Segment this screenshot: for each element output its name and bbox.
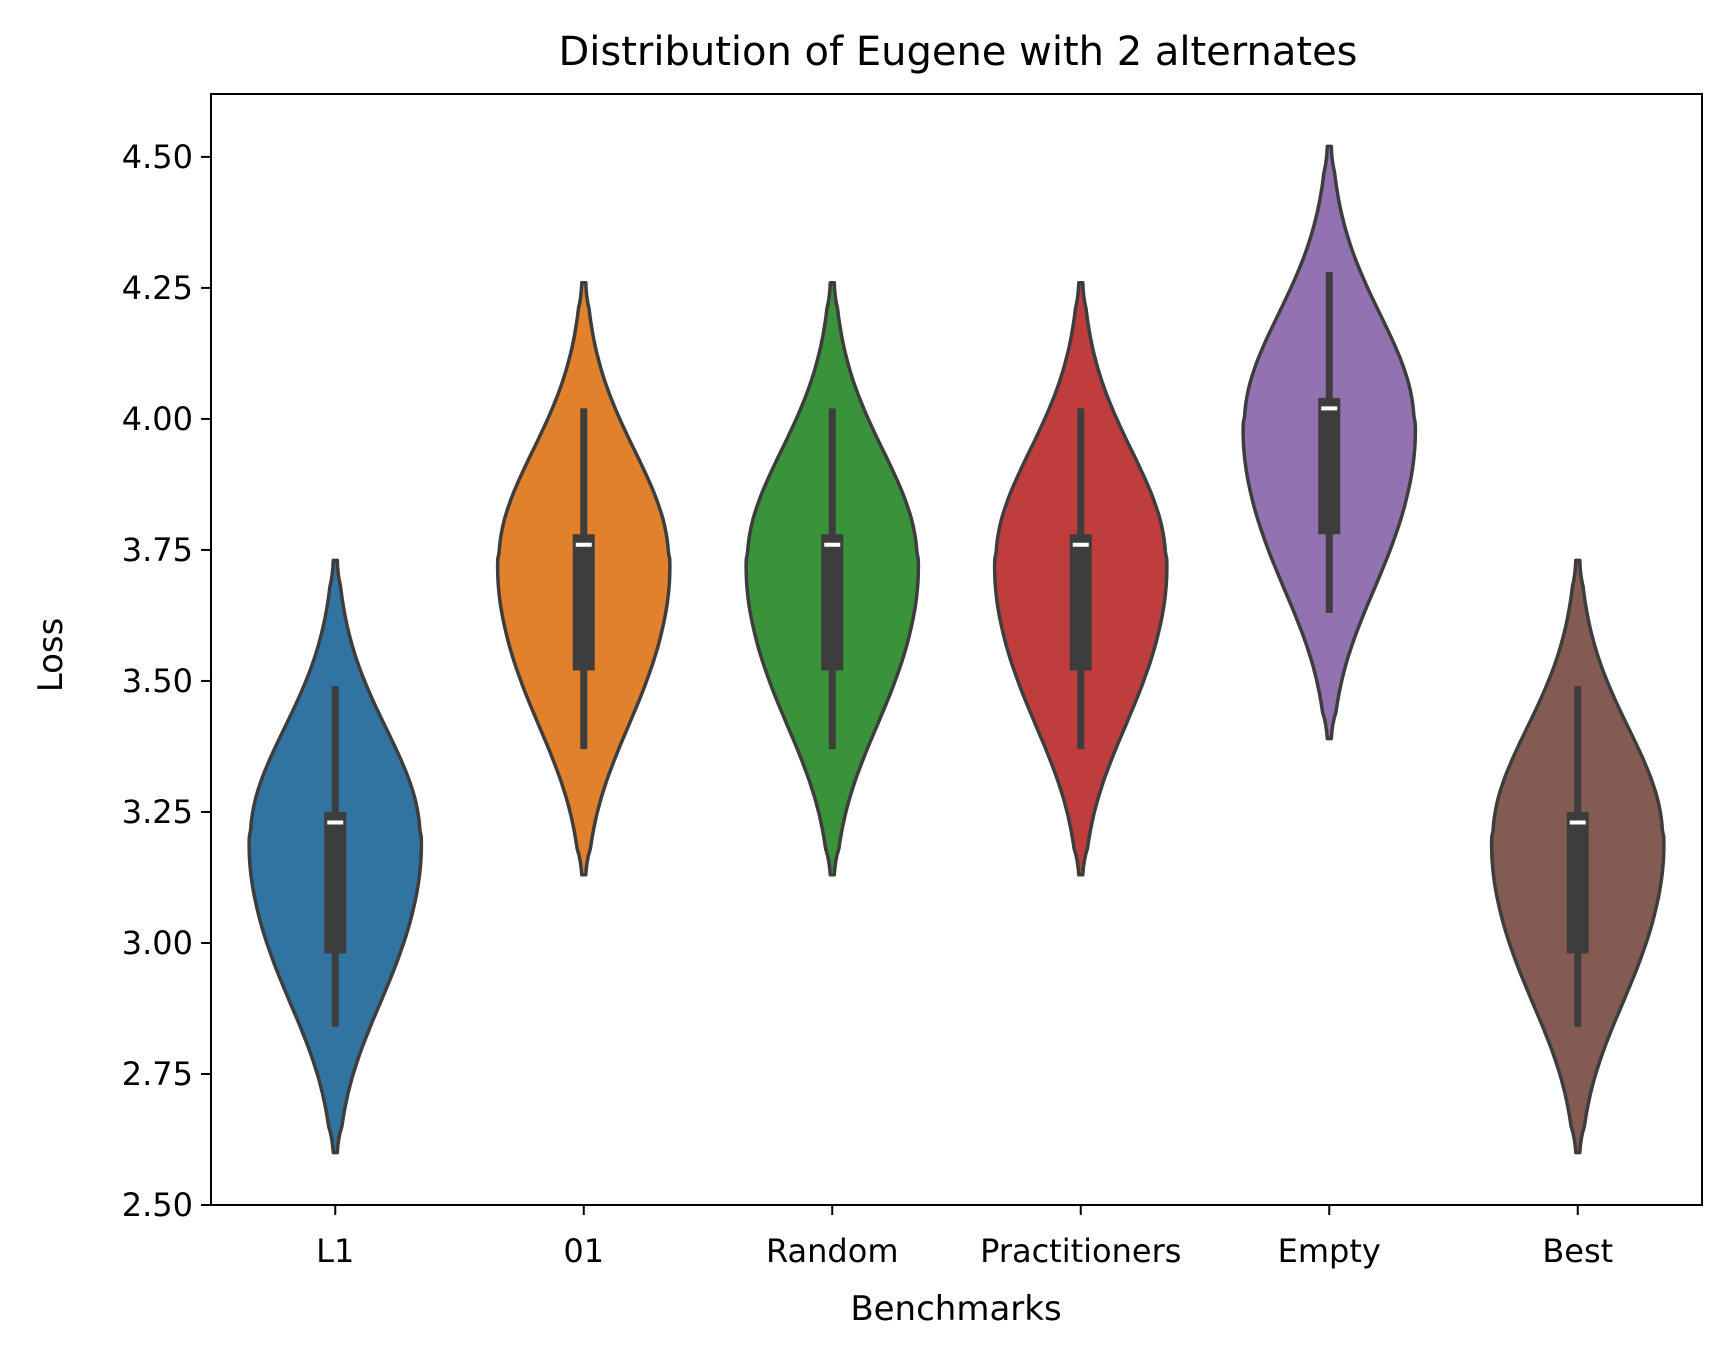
violin-iqr-box	[1566, 811, 1589, 954]
y-tick-label: 3.75	[122, 531, 193, 569]
x-tick-label: Best	[1542, 1232, 1613, 1270]
y-tick-label: 3.50	[122, 662, 193, 700]
violin-iqr-box	[1318, 397, 1341, 535]
plot-frame	[210, 93, 1703, 1206]
x-tick-label: Random	[766, 1232, 898, 1270]
x-tick-label: Practitioners	[980, 1232, 1181, 1270]
y-tick-label: 2.50	[122, 1186, 193, 1224]
y-tick-label: 3.25	[122, 793, 193, 831]
x-tick-label: Empty	[1278, 1232, 1381, 1270]
chart-title: Distribution of Eugene with 2 alternates	[558, 29, 1357, 75]
violin-iqr-box	[324, 811, 347, 954]
violin-best	[1489, 558, 1666, 1155]
violin-iqr-box	[821, 534, 844, 671]
x-tick-label: 01	[563, 1232, 604, 1270]
x-axis-label: Benchmarks	[850, 1289, 1061, 1329]
violin-random	[744, 280, 921, 877]
y-axis-label: Loss	[31, 618, 71, 693]
y-tick-label: 4.25	[122, 269, 193, 307]
x-tick-label: L1	[316, 1232, 354, 1270]
violin-practitioners	[992, 280, 1169, 877]
y-tick-label: 4.00	[122, 400, 193, 438]
x-axis: L1 01 Random Practitioners Empty Best	[316, 1205, 1613, 1270]
violin-01	[495, 280, 672, 877]
y-axis: 2.50 2.75 3.00 3.25 3.50 3.75 4.00 4.25 4.50	[122, 138, 211, 1224]
y-tick-label: 3.00	[122, 924, 193, 962]
violin-empty	[1241, 144, 1418, 741]
violin-iqr-box	[572, 534, 595, 671]
violin-l1	[247, 558, 424, 1155]
violins-layer	[247, 144, 1666, 1155]
y-tick-label: 2.75	[122, 1055, 193, 1093]
violin-iqr-box	[1069, 534, 1092, 671]
y-tick-label: 4.50	[122, 138, 193, 176]
